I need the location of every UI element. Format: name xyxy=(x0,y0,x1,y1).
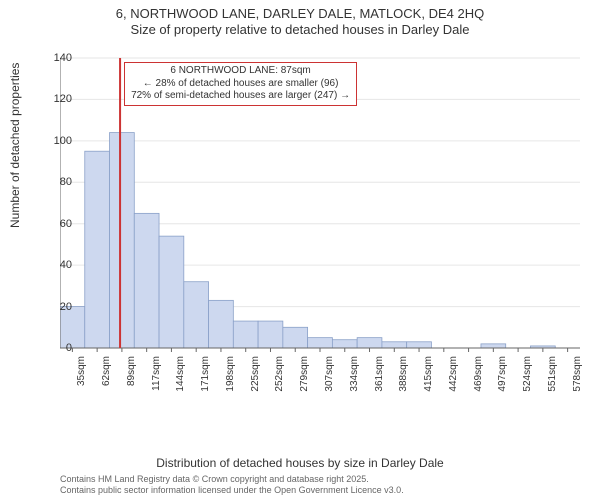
title-address: 6, NORTHWOOD LANE, DARLEY DALE, MATLOCK,… xyxy=(0,6,600,22)
x-tick-label: 524sqm xyxy=(522,356,533,392)
histogram-bar xyxy=(481,344,506,348)
y-tick-label: 120 xyxy=(32,93,72,105)
histogram-bar xyxy=(332,340,357,348)
x-tick-label: 469sqm xyxy=(473,356,484,392)
x-tick-label: 361sqm xyxy=(374,356,385,392)
histogram-bar xyxy=(233,321,258,348)
histogram-bar xyxy=(159,236,184,348)
x-tick-label: 497sqm xyxy=(497,356,508,392)
histogram-bar xyxy=(134,213,159,348)
info-line-2: ← 28% of detached houses are smaller (96… xyxy=(131,78,350,91)
x-tick-label: 198sqm xyxy=(225,356,236,392)
x-tick-label: 388sqm xyxy=(398,356,409,392)
x-tick-label: 415sqm xyxy=(423,356,434,392)
histogram-bar xyxy=(85,151,110,348)
histogram-bar xyxy=(407,342,432,348)
histogram-bar xyxy=(184,282,209,348)
marker-info-box: 6 NORTHWOOD LANE: 87sqm ← 28% of detache… xyxy=(124,62,357,106)
plot-area: 6 NORTHWOOD LANE: 87sqm ← 28% of detache… xyxy=(60,48,580,408)
chart-container: 6, NORTHWOOD LANE, DARLEY DALE, MATLOCK,… xyxy=(0,0,600,500)
histogram-bar xyxy=(308,338,333,348)
x-tick-label: 171sqm xyxy=(200,356,211,392)
y-axis-label: Number of detached properties xyxy=(8,63,22,228)
x-tick-label: 279sqm xyxy=(299,356,310,392)
x-tick-label: 62sqm xyxy=(101,356,112,386)
attribution-block: Contains HM Land Registry data © Crown c… xyxy=(60,474,404,496)
x-tick-label: 307sqm xyxy=(324,356,335,392)
x-tick-label: 117sqm xyxy=(151,356,162,391)
x-tick-label: 225sqm xyxy=(250,356,261,392)
attribution-line-1: Contains HM Land Registry data © Crown c… xyxy=(60,474,404,485)
histogram-bar xyxy=(357,338,382,348)
attribution-line-2: Contains public sector information licen… xyxy=(60,485,404,496)
info-line-1: 6 NORTHWOOD LANE: 87sqm xyxy=(131,65,350,78)
y-tick-label: 0 xyxy=(32,342,72,354)
y-tick-label: 40 xyxy=(32,259,72,271)
x-tick-label: 334sqm xyxy=(349,356,360,392)
x-tick-label: 89sqm xyxy=(126,356,137,386)
y-tick-label: 60 xyxy=(32,218,72,230)
x-tick-label: 252sqm xyxy=(274,356,285,392)
x-tick-label: 144sqm xyxy=(175,356,186,392)
y-tick-label: 140 xyxy=(32,52,72,64)
title-block: 6, NORTHWOOD LANE, DARLEY DALE, MATLOCK,… xyxy=(0,0,600,39)
histogram-bar xyxy=(209,300,234,348)
histogram-bar xyxy=(382,342,407,348)
title-subtitle: Size of property relative to detached ho… xyxy=(0,22,600,38)
x-tick-label: 551sqm xyxy=(547,356,558,392)
x-axis-label: Distribution of detached houses by size … xyxy=(0,456,600,470)
histogram-bar xyxy=(283,327,308,348)
y-tick-label: 100 xyxy=(32,135,72,147)
x-tick-label: 442sqm xyxy=(448,356,459,392)
histogram-bar xyxy=(258,321,283,348)
x-tick-label: 578sqm xyxy=(572,356,583,392)
x-tick-label: 35sqm xyxy=(76,356,87,386)
info-line-3: 72% of semi-detached houses are larger (… xyxy=(131,90,350,103)
y-tick-label: 20 xyxy=(32,301,72,313)
histogram-bar xyxy=(110,133,135,348)
y-tick-label: 80 xyxy=(32,176,72,188)
